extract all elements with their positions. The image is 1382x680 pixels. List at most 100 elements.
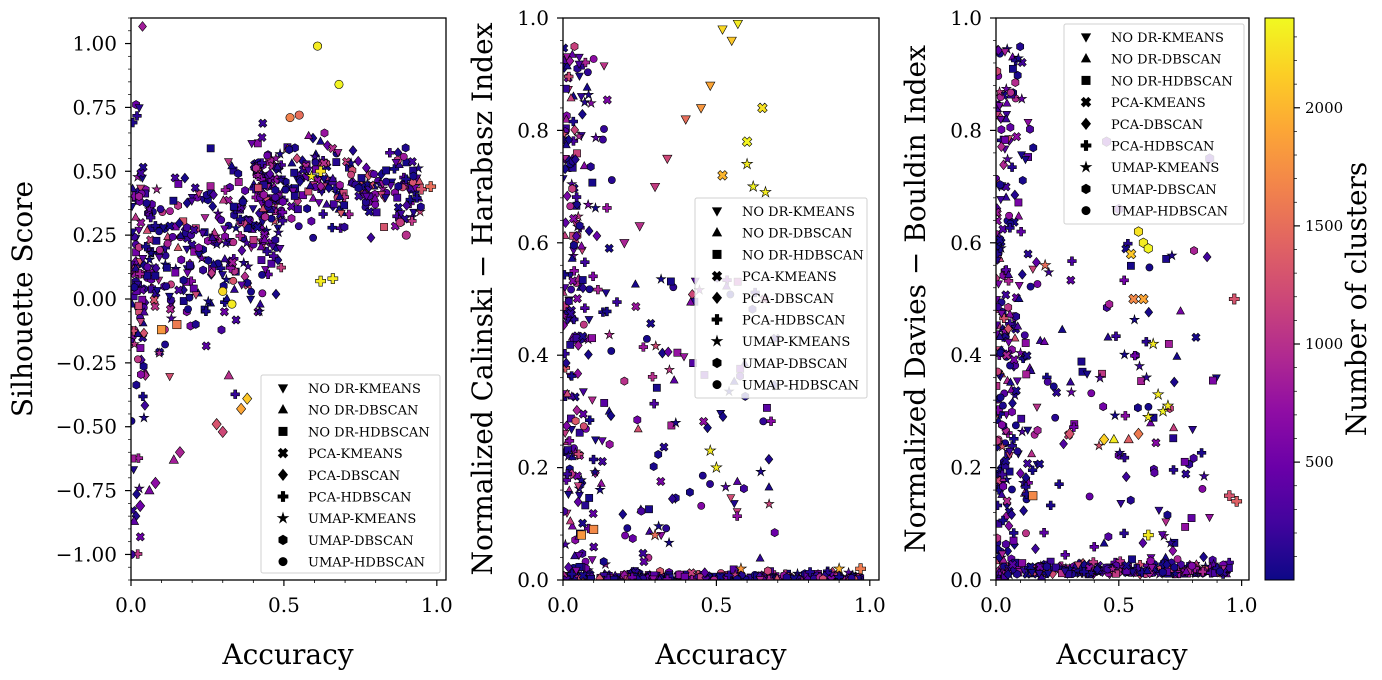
scatter-point [1051,413,1060,422]
scatter-point [1000,136,1009,144]
scatter-point [382,166,391,175]
scatter-point [763,498,775,509]
legend-box [1063,23,1245,225]
scatter-point [732,476,742,485]
scatter-point [334,79,344,89]
legend-label: PCA-HDBSCAN [1111,140,1214,155]
scatter-point [399,152,408,161]
scatter-point [755,465,767,477]
scatter-point [649,462,658,472]
legend-marker-diamond [711,291,723,304]
scatter-point [1007,162,1017,172]
scatter-point [1003,569,1013,580]
scatter-point [1126,495,1135,505]
scatter-point [1143,243,1153,254]
scatter-point [132,111,142,121]
scatter-point [294,205,302,214]
scatter-point [996,533,1002,543]
scatter-point [633,424,643,433]
scatter-point [275,245,285,254]
scatter-point [699,416,709,427]
scatter-point [218,195,228,204]
scatter-point [227,299,237,309]
scatter-point [602,203,612,213]
scatter-point [236,402,247,415]
scatter-point [409,208,419,217]
scatter-point [1121,471,1131,483]
scatter-point [1188,426,1198,435]
scatter-point [1001,153,1014,165]
scatter-point [627,572,637,580]
scatter-point [138,254,148,264]
scatter-point [567,521,577,530]
scatter-point [257,256,266,264]
scatter-point [304,130,314,139]
scatter-point [357,174,366,182]
scatter-point [1187,514,1196,522]
scatter-point [209,189,218,201]
scatter-point [1003,323,1013,335]
scatter-point [335,180,344,190]
scatter-point [161,340,169,349]
scatter-point [1028,491,1038,501]
scatter-point [1103,332,1113,341]
scatter-point [1014,347,1027,358]
scatter-point [1014,198,1023,207]
scatter-point [142,198,151,208]
scatter-point [1016,42,1025,52]
scatter-point [638,342,649,352]
scatter-point [1023,118,1033,128]
scatter-point [1173,555,1182,564]
scatter-point [1099,538,1109,547]
scatter-point [1038,258,1052,271]
scatter-point [1001,456,1011,466]
y-tick-label: 0.2 [517,456,549,480]
y-tick-label: 1.0 [517,6,549,30]
scatter-point [602,306,612,317]
scatter-point [726,494,736,503]
scatter-point [571,567,581,576]
scatter-point [138,411,150,423]
scatter-point [573,496,583,508]
scatter-point [1146,556,1155,566]
scatter-point [741,136,753,147]
scatter-point [362,192,371,202]
scatter-point [1069,422,1079,432]
legend-marker-x-cross [1080,96,1092,108]
scatter-point [361,178,373,189]
scatter-point [1144,306,1154,318]
scatter-point [246,295,256,304]
legend-marker-plus [277,491,289,502]
scatter-point [223,158,233,167]
scatter-point [652,383,661,392]
scatter-point [1004,269,1014,279]
scatter-point [766,416,776,426]
scatter-point [1138,537,1148,549]
scatter-point [217,425,228,438]
scatter-point [1032,257,1041,268]
scatter-point [1012,52,1024,64]
scatter-point [307,216,316,226]
scatter-point [372,208,381,217]
legend-label: PCA-HDBSCAN [308,491,411,506]
scatter-point [333,149,343,158]
scatter-point [755,576,765,580]
scatter-point [172,320,182,330]
scatter-point [563,420,572,432]
scatter-point [998,420,1006,430]
scatter-point [209,259,218,268]
scatter-point [230,222,242,233]
scatter-point [759,417,768,426]
legend-label: UMAP-HDBSCAN [1111,205,1228,220]
scatter-point [1161,399,1175,412]
scatter-point [201,306,211,316]
scatter-point [1119,275,1129,285]
scatter-point [1005,467,1014,476]
scatter-point [647,372,658,382]
scatter-point [1109,409,1121,421]
scatter-point [1114,446,1126,458]
scatter-point [996,440,1008,452]
scatter-point [563,190,572,202]
scatter-point [318,209,328,219]
scatter-point [165,221,175,231]
